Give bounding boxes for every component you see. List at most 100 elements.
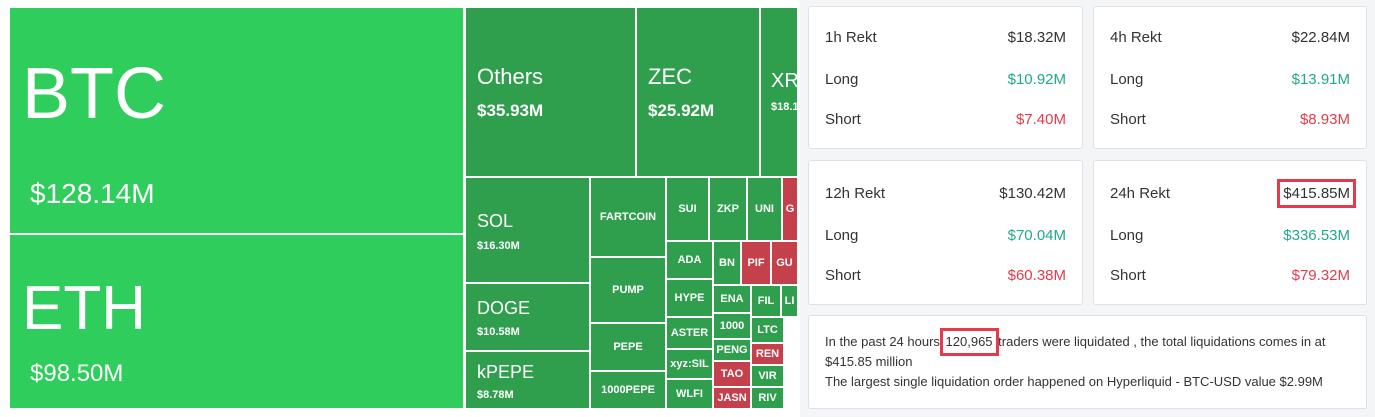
treemap-tile: PUMP (591, 258, 665, 322)
treemap-tile: SOL $16.30M (466, 178, 589, 282)
treemap-tile: PEPE (591, 324, 665, 370)
tile-value: $8.78M (477, 389, 514, 401)
treemap-tile: TAO (714, 362, 750, 386)
tile-label: FIL (757, 295, 775, 307)
treemap-tile: 1000PEPE (591, 372, 665, 408)
tile-label: WLFI (676, 388, 703, 400)
tile-label: kPEPE (477, 362, 535, 382)
summary-before: In the past 24 hours (825, 334, 940, 349)
summary-after: traders were liquidated , the total liqu… (825, 334, 1326, 369)
total-label: 12h Rekt (825, 185, 886, 202)
rekt-card: 1h Rekt $18.32M Long $10.92M Short $7.40M (808, 6, 1083, 149)
tile-label: ZKP (717, 203, 739, 215)
total-value: $22.84M (1291, 29, 1350, 46)
tile-label: SUI (678, 203, 697, 215)
short-label: Short (1110, 267, 1146, 284)
treemap-tile: G (783, 178, 797, 240)
treemap-tile: ENA (714, 286, 750, 312)
tile-label: HYPE (674, 292, 705, 304)
tile-value: $128.14M (30, 178, 155, 209)
tile-label: JASN (717, 392, 747, 404)
tile-label: PIF (747, 257, 765, 269)
tile-label: SOL (477, 211, 514, 231)
total-label: 4h Rekt (1110, 29, 1162, 46)
tile-value: $25.92M (648, 101, 715, 120)
tile-label: BTC (22, 54, 166, 134)
tile-label: FARTCOIN (599, 211, 657, 223)
long-label: Long (825, 227, 859, 244)
tile-label: XR (771, 70, 797, 92)
treemap-tile: PENG (714, 340, 750, 360)
treemap-tile: HYPE (667, 280, 712, 316)
short-value: $60.38M (1007, 267, 1066, 284)
rekt-card: 24h Rekt $415.85M Long $336.53M Short $79.32M (1093, 160, 1367, 305)
tile-label: PUMP (612, 284, 644, 296)
tile-label: PENG (716, 344, 748, 356)
treemap-tile: LI (782, 286, 797, 316)
treemap-tile: JASN (714, 388, 750, 408)
tile-label: 1000 (719, 320, 745, 332)
total-label: 24h Rekt (1110, 185, 1171, 202)
long-label: Long (1110, 227, 1144, 244)
treemap-tile: 1000 (714, 314, 750, 338)
long-label: Long (1110, 71, 1144, 88)
tile-label: ENA (720, 293, 744, 305)
short-value: $7.40M (1015, 111, 1066, 128)
tile-label: LTC (757, 324, 778, 336)
tile-value: $18.1 (771, 101, 797, 113)
tile-label: UNI (755, 203, 774, 215)
long-value: $10.92M (1007, 71, 1066, 88)
tile-label: TAO (720, 368, 744, 380)
short-label: Short (1110, 111, 1146, 128)
tile-label: LI (784, 295, 795, 307)
short-value: $8.93M (1299, 111, 1350, 128)
tile-value: $35.93M (477, 101, 544, 120)
tile-label: VIR (758, 370, 777, 382)
total-value: $18.32M (1007, 29, 1066, 46)
treemap-tile: XR $18.1 (761, 8, 797, 176)
tile-label: BN (719, 257, 735, 269)
short-value: $79.32M (1291, 267, 1350, 284)
treemap-tile: kPEPE $8.78M (466, 352, 589, 408)
treemap-tile: FIL (752, 286, 780, 316)
long-value: $336.53M (1283, 227, 1350, 244)
tile-value: $10.58M (477, 326, 520, 338)
tile-value: $98.50M (30, 360, 124, 387)
treemap-tile: LTC (752, 318, 783, 342)
tile-label: ZEC (648, 64, 692, 89)
tile-label: ADA (677, 254, 702, 266)
tile-label: RIV (758, 392, 777, 404)
treemap-tile: SUI (667, 178, 708, 240)
tile-label: PEPE (613, 341, 643, 353)
treemap-tile: ADA (667, 242, 712, 278)
tile-label: GU (776, 257, 793, 269)
treemap-tile: xyz:SIL (667, 350, 712, 378)
treemap-tile: ZKP (710, 178, 746, 240)
long-value: $13.91M (1291, 71, 1350, 88)
liquidated-count: 120,965 (939, 328, 999, 356)
tile-label: ASTER (670, 327, 709, 339)
tile-label: 1000PEPE (601, 384, 655, 396)
rekt-card: 12h Rekt $130.42M Long $70.04M Short $60.38M (808, 160, 1083, 305)
summary-card: In the past 24 hours 120,965 traders wer… (808, 315, 1367, 409)
long-value: $70.04M (1007, 227, 1066, 244)
short-label: Short (825, 111, 861, 128)
treemap-tile: RIV (752, 388, 783, 408)
total-value: $130.42M (999, 185, 1066, 202)
treemap-tile: ASTER (667, 318, 712, 348)
treemap-tile: VIR (752, 366, 783, 386)
treemap-tile: PIF (742, 242, 770, 284)
treemap-tile: DOGE $10.58M (466, 284, 589, 350)
tile-label: G (785, 203, 795, 215)
rekt-card: 4h Rekt $22.84M Long $13.91M Short $8.93M (1093, 6, 1367, 149)
tile-label: xyz:SIL (670, 358, 709, 370)
tile-label: REN (755, 348, 780, 360)
treemap-tile: BTC $128.14M (10, 8, 463, 233)
treemap-tile: GU (772, 242, 797, 284)
tile-label: ETH (22, 274, 146, 343)
treemap-tile: WLFI (667, 380, 712, 408)
total-label: 1h Rekt (825, 29, 877, 46)
treemap: BTC $128.14M ETH $98.50M Others $35.93M ZEC $25… (0, 0, 800, 417)
total-value: $415.85M (1277, 179, 1356, 208)
